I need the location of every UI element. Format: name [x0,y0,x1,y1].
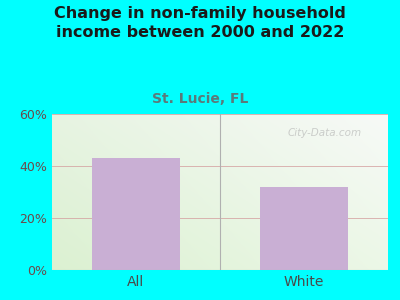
Text: City-Data.com: City-Data.com [287,128,361,138]
Bar [92,158,180,270]
Text: St. Lucie, FL: St. Lucie, FL [152,92,248,106]
Text: Change in non-family household
income between 2000 and 2022: Change in non-family household income be… [54,6,346,40]
Bar [260,187,348,270]
